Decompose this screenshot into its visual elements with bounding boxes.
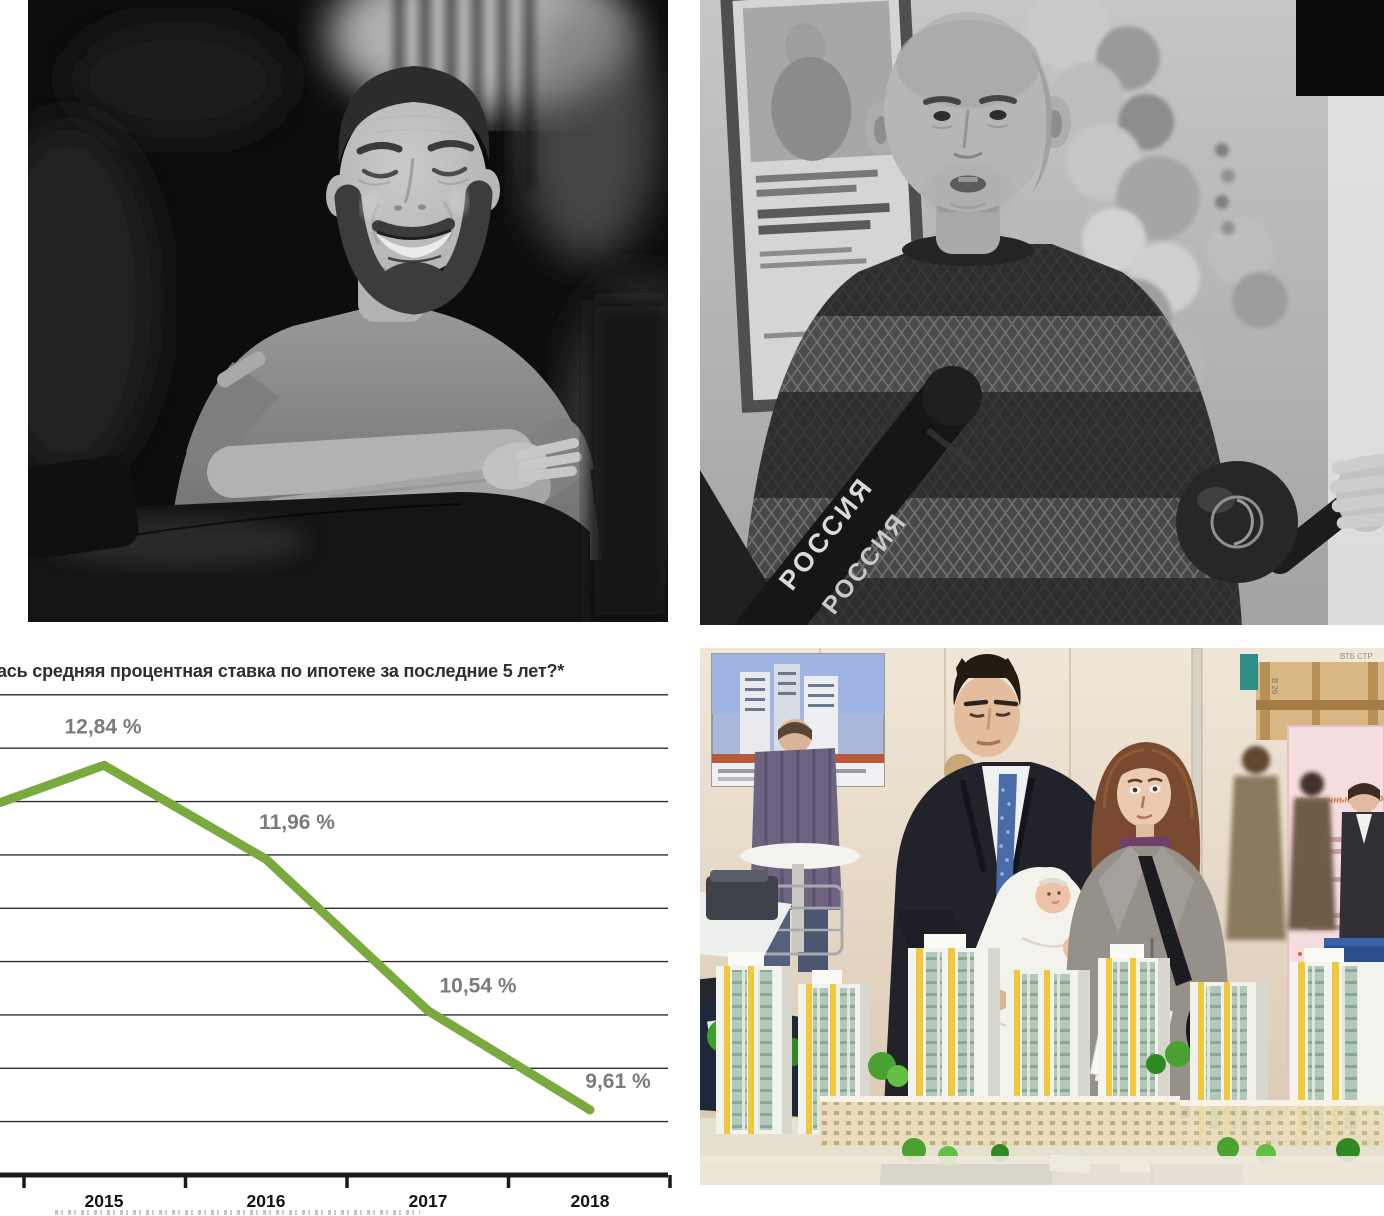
data-point-label: 11,96 %: [259, 811, 335, 834]
data-point-label: 9,61 %: [585, 1070, 651, 1093]
teal-tag: [1240, 654, 1258, 690]
data-point-label: 10,54 %: [439, 975, 516, 998]
stand-number-tag: В 26: [1270, 678, 1279, 695]
building-render-poster: [711, 653, 885, 787]
model-low-buildings: [820, 1100, 1180, 1146]
clipped-footnote: [55, 1210, 420, 1215]
building-model: [700, 934, 1384, 1185]
rate-line: [0, 760, 595, 1115]
photo-real-estate-expo: ВТБ СТР В 26 Ипотечные программы: [700, 648, 1384, 1185]
stand-sign-text: ВТБ СТР: [1340, 652, 1373, 661]
year-tick-label: 2015: [85, 1191, 124, 1211]
mortgage-rate-line-chart: 12,84 % 11,96 % 10,54 % 9,61 % 2015 2016 2017 2…: [0, 694, 672, 1211]
year-tick-label: 2016: [247, 1191, 286, 1211]
exhibition-stand-frame: ВТБ СТР В 26: [1240, 648, 1384, 740]
leather-chair: [28, 300, 668, 622]
year-tick-label: 2017: [409, 1191, 448, 1211]
bright-wall-band: [1328, 56, 1384, 625]
reporter-hand: [1329, 453, 1384, 532]
foam-microphone: [1176, 453, 1384, 583]
dark-corner-object: [1296, 0, 1384, 96]
bald-man-figure: [740, 12, 1242, 625]
photo-interview-bald-man: РОССИЯ РОССИЯ: [700, 0, 1384, 625]
data-point-label: 12,84 %: [64, 715, 141, 738]
photo-smiling-man-portrait: [28, 0, 668, 622]
chart-title: ась средняя процентная ставка по ипотеке…: [0, 661, 565, 681]
year-tick-label: 2018: [571, 1191, 610, 1211]
